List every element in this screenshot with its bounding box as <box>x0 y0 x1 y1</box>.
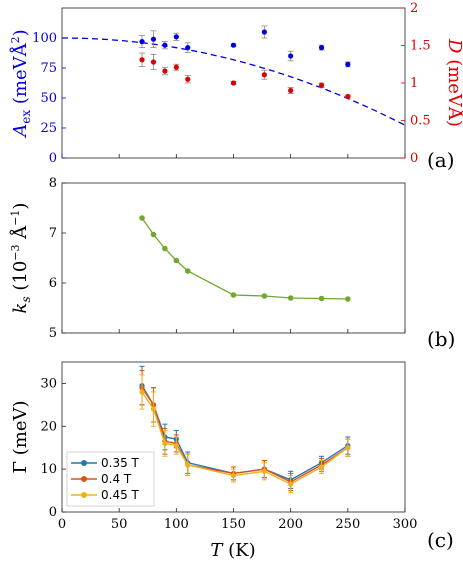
y-tick-label: 30 <box>40 376 57 391</box>
d-point <box>261 72 267 78</box>
y-tick-label: 20 <box>40 419 57 434</box>
gamma-point <box>318 464 325 470</box>
d-point <box>318 82 325 88</box>
d-point <box>150 59 157 65</box>
gamma-point <box>173 442 179 449</box>
panel-b: 5 6 7 8 <box>49 176 406 341</box>
gamma-point <box>345 445 351 451</box>
legend-marker-1 <box>81 476 87 482</box>
aex-point <box>230 42 237 48</box>
panel-c-label: (c) <box>427 528 454 552</box>
panel-c-ylabel: Γ (meV) <box>10 401 31 474</box>
right-y-tick-label: 1 <box>410 76 418 91</box>
x-tick-label: 150 <box>221 517 246 532</box>
ks-point <box>230 292 237 298</box>
aex-point <box>139 39 145 45</box>
right-y-tick-label: 2 <box>410 1 418 16</box>
right-y-tick-label: 0 <box>410 151 418 166</box>
panel-b-frame <box>61 182 406 334</box>
panel-b-ylabel: ks (10−3 Å−1) <box>9 203 33 314</box>
gamma-point <box>185 462 191 468</box>
gamma-point <box>162 440 168 447</box>
legend-label-2: 0.45 T <box>101 488 140 502</box>
aex-point <box>185 45 191 51</box>
right-y-tick-label: 1.5 <box>410 39 431 54</box>
x-tick-label: 200 <box>278 517 303 532</box>
ks-point <box>139 215 145 221</box>
ks-point <box>162 245 168 252</box>
gamma-point <box>150 406 157 412</box>
ks-line <box>141 217 348 300</box>
y-tick-label: 10 <box>40 462 57 477</box>
aex-point <box>162 42 168 48</box>
panel-c: 0 50 100 150 200 250 300 0 10 20 30 <box>40 365 418 532</box>
ks-point <box>261 293 268 299</box>
left-y-tick-label: 50 <box>40 91 57 106</box>
y-tick-label: 8 <box>49 176 57 191</box>
x-tick-label: 50 <box>111 517 128 532</box>
ks-point <box>173 257 180 264</box>
d-point <box>173 64 179 70</box>
aex-point <box>288 53 294 59</box>
gamma-line <box>141 391 349 485</box>
panel-a-left-ylabel: Aex (meVÅ2) <box>9 29 33 138</box>
y-tick-label: 6 <box>49 276 57 291</box>
gamma-point <box>230 472 237 479</box>
legend-label-1: 0.4 T <box>101 472 132 486</box>
legend-marker-0 <box>81 460 87 466</box>
left-y-tick-label: 0 <box>49 151 57 166</box>
x-tick-label: 250 <box>335 517 360 532</box>
panel-a-right-ylabel: D (meVÅ) <box>444 38 463 127</box>
y-tick-label: 0 <box>49 505 57 520</box>
legend-label-0: 0.35 T <box>101 456 140 470</box>
x-tick-label: 300 <box>393 517 418 532</box>
panel-b-label: (b) <box>427 327 455 351</box>
panel-a: 0 25 50 75 100 0 0.5 1 1.5 2 <box>32 1 431 166</box>
ks-point <box>150 231 157 238</box>
d-point <box>185 76 191 82</box>
legend-marker-2 <box>81 492 87 498</box>
gamma-line <box>141 385 349 481</box>
x-tick-label: 0 <box>58 517 66 532</box>
gamma-point <box>288 481 294 487</box>
d-point <box>345 93 351 100</box>
aex-point <box>150 36 157 42</box>
aex-point <box>261 29 267 35</box>
gamma-point <box>139 389 145 395</box>
y-tick-label: 7 <box>49 226 57 241</box>
ks-point <box>318 295 325 302</box>
d-point <box>162 68 168 74</box>
gamma-line <box>141 387 349 483</box>
left-y-tick-label: 25 <box>40 121 57 136</box>
panel-a-label: (a) <box>427 148 455 172</box>
aex-point <box>345 61 351 67</box>
x-tick-label: 100 <box>164 517 189 532</box>
right-y-tick-label: 0.5 <box>410 114 431 129</box>
left-y-tick-label: 100 <box>32 31 57 46</box>
d-point <box>230 80 237 86</box>
ks-point <box>345 296 351 302</box>
aex-point <box>173 34 179 40</box>
legend: 0.35 T 0.4 T 0.45 T <box>66 451 155 507</box>
d-point <box>139 57 145 63</box>
aex-point <box>318 45 325 51</box>
ks-point <box>287 295 294 301</box>
y-tick-label: 5 <box>49 326 57 341</box>
gamma-point <box>261 468 267 474</box>
panel-c-xlabel: T (K) <box>210 540 255 561</box>
ks-point <box>184 268 191 274</box>
d-point <box>288 87 294 94</box>
left-y-tick-label: 75 <box>40 61 57 76</box>
